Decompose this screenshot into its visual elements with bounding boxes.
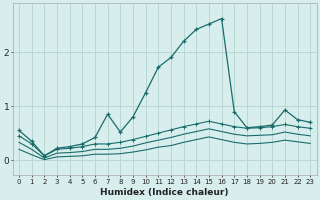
X-axis label: Humidex (Indice chaleur): Humidex (Indice chaleur) [100, 188, 229, 197]
